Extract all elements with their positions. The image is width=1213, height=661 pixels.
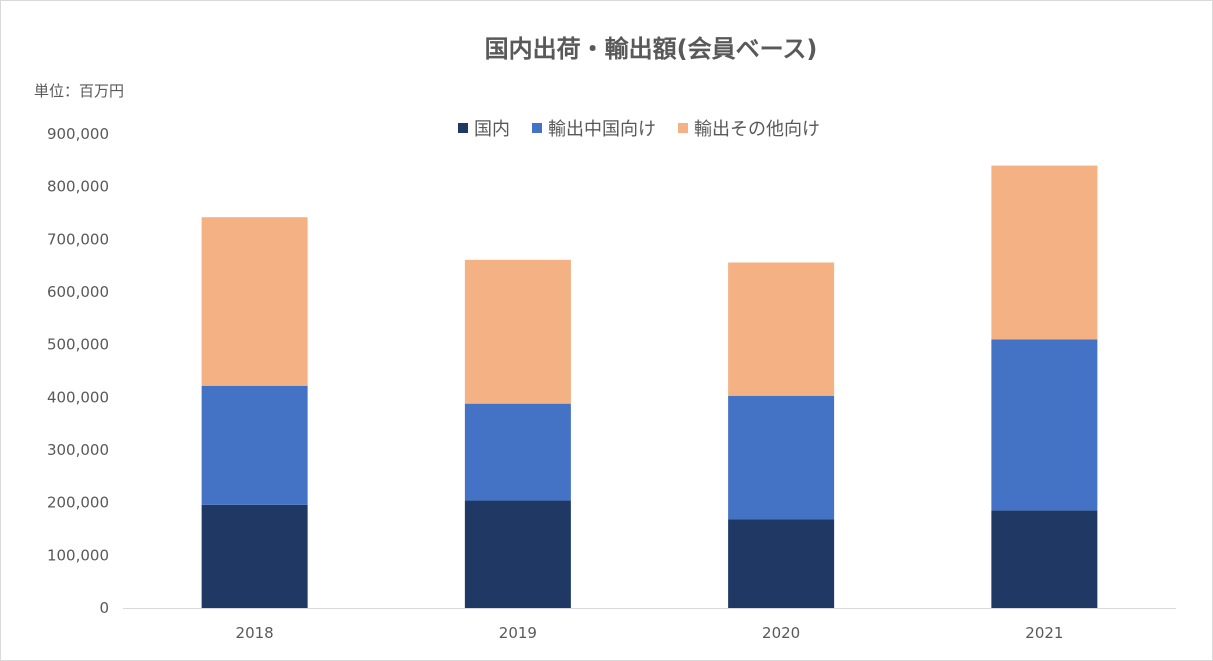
bar-segment-series-2-2019 bbox=[464, 259, 571, 404]
x-tick-label: 2021 bbox=[1025, 624, 1063, 642]
x-tick-label: 2019 bbox=[499, 624, 537, 642]
y-tick-label: 800,000 bbox=[47, 178, 109, 196]
legend-swatch-domestic bbox=[458, 123, 468, 133]
bar-segment-series-0-2019 bbox=[464, 500, 571, 608]
legend-label-export-other: 輸出その他向け bbox=[694, 119, 820, 140]
unit-label: 単位：百万円 bbox=[34, 82, 125, 100]
legend-label-export-china: 輸出中国向け bbox=[548, 119, 656, 140]
chart-title: 国内出荷・輸出額(会員ベース) bbox=[484, 35, 818, 63]
y-tick-label: 500,000 bbox=[47, 336, 109, 354]
y-tick-label: 0 bbox=[99, 599, 109, 617]
legend-label-domestic: 国内 bbox=[474, 119, 510, 140]
bar-segment-series-0-2018 bbox=[201, 504, 308, 608]
y-tick-label: 400,000 bbox=[47, 388, 109, 406]
x-tick-label: 2018 bbox=[236, 624, 274, 642]
bar-segment-series-0-2021 bbox=[991, 510, 1098, 608]
y-tick-label: 100,000 bbox=[47, 546, 109, 564]
legend: 国内 輸出中国向け 輸出その他向け bbox=[1, 115, 1213, 141]
y-tick-label: 300,000 bbox=[47, 441, 109, 459]
bar-segment-series-1-2020 bbox=[728, 395, 835, 520]
bar-segment-series-0-2020 bbox=[728, 519, 835, 608]
y-tick-label: 200,000 bbox=[47, 494, 109, 512]
legend-item-export-china: 輸出中国向け bbox=[532, 115, 656, 141]
bar-segment-series-2-2018 bbox=[201, 217, 308, 386]
bar-segment-series-2-2021 bbox=[991, 165, 1098, 340]
legend-swatch-export-china bbox=[532, 123, 542, 133]
y-tick-label: 700,000 bbox=[47, 230, 109, 248]
y-tick-label: 900,000 bbox=[47, 125, 109, 143]
y-tick-label: 600,000 bbox=[47, 283, 109, 301]
x-tick-label: 2020 bbox=[762, 624, 800, 642]
legend-swatch-export-other bbox=[678, 123, 688, 133]
bar-segment-series-2-2020 bbox=[728, 262, 835, 396]
legend-item-domestic: 国内 bbox=[458, 115, 510, 141]
bar-segment-series-1-2019 bbox=[464, 403, 571, 501]
bar-segment-series-1-2021 bbox=[991, 339, 1098, 511]
bar-segment-series-1-2018 bbox=[201, 385, 308, 505]
legend-item-export-other: 輸出その他向け bbox=[678, 115, 820, 141]
